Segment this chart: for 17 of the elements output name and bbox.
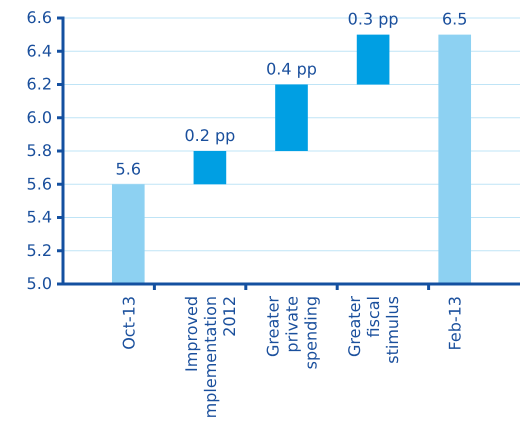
y-tick-label: 6.2 [26,74,52,94]
y-tick-label: 5.8 [26,141,52,160]
y-tick-label: 6.6 [26,8,52,28]
x-tick-label: Feb-13 [446,296,465,350]
y-tick-label: 5.0 [26,274,52,294]
y-tick-label: 5.2 [26,240,52,260]
data-label: 6.5 [442,10,468,29]
x-tick-label: Improved mplementation 2012 [182,296,239,418]
data-label: 5.6 [116,159,142,178]
data-label: 0.4 pp [266,60,317,78]
y-tick-label: 5.6 [26,174,52,194]
x-tick-label: Oct-13 [119,296,138,350]
data-label: 0.3 pp [348,10,399,29]
y-tick-label: 6.0 [26,108,52,127]
y-tick-label: 5.4 [26,208,52,227]
data-label: 0.2 pp [184,126,236,145]
y-tick-label: 6.4 [26,41,52,60]
